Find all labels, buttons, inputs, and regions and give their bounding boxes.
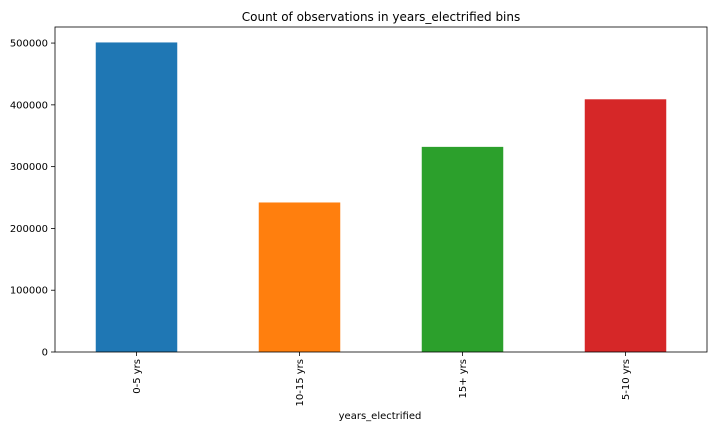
y-tick-label: 100000 [10,286,48,297]
x-tick-label: 0-5 yrs [132,359,143,394]
y-tick-label: 300000 [10,162,48,173]
y-tick-label: 400000 [10,100,48,111]
x-tick-label: 5-10 yrs [621,359,632,400]
y-tick-label: 0 [42,348,48,359]
x-tick-label: 10-15 yrs [295,359,306,406]
chart-title: Count of observations in years_electrifi… [242,10,521,24]
plot-frame [54,26,708,353]
y-tick-label: 500000 [10,39,48,50]
x-tick-label: 15+ yrs [458,359,469,399]
x-axis-label: years_electrified [339,411,422,422]
bar-0-5-yrs [95,42,178,352]
plot-area: 0 100000 200000 300000 400000 500000 0-5 yrs 10… [10,26,708,406]
bar-15-yrs [421,146,504,352]
bar-10-15-yrs [258,202,341,352]
bar-5-10-yrs [584,99,667,352]
y-tick-label: 200000 [10,224,48,235]
